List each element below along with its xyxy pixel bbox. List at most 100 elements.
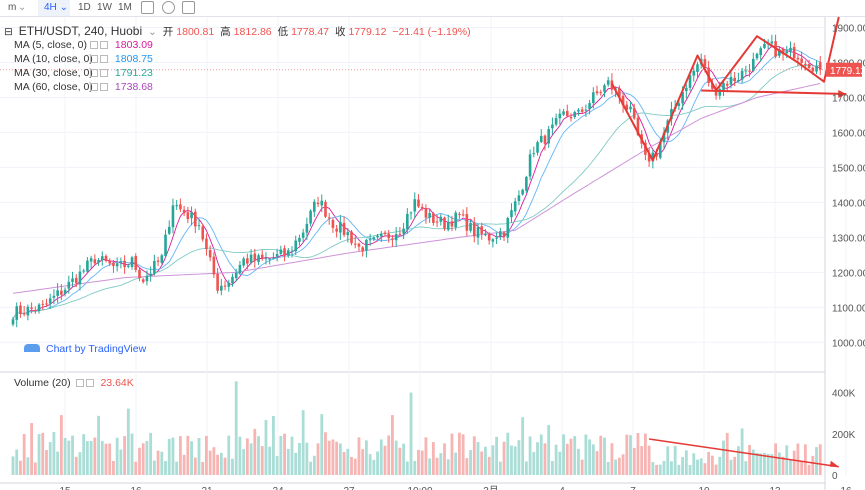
candle-body <box>554 118 558 125</box>
settings-icon[interactable] <box>182 1 195 14</box>
close-icon[interactable] <box>100 83 108 91</box>
interval-minutes-button[interactable]: m <box>8 2 17 13</box>
eye-icon[interactable] <box>90 41 98 49</box>
volume-bar <box>513 446 517 475</box>
chevron-down-icon[interactable]: ⌄ <box>18 2 27 13</box>
time-tick-label: 10 <box>698 486 710 490</box>
candle-body <box>632 108 636 119</box>
candle-body <box>327 217 331 219</box>
ma10-legend: MA (10, close, 0) 1808.75 <box>14 52 474 66</box>
candle-body <box>186 212 190 220</box>
eye-icon[interactable] <box>75 379 84 387</box>
volume-bar <box>532 452 536 475</box>
close-icon[interactable] <box>100 41 108 49</box>
candle-body <box>127 265 130 267</box>
candle-body <box>71 278 74 282</box>
volume-bar <box>714 464 718 475</box>
volume-bar <box>476 442 480 475</box>
attribution-text: Chart by TradingView <box>46 343 147 355</box>
chart-type-icon[interactable] <box>141 1 154 14</box>
volume-bar <box>164 461 167 475</box>
volume-bar <box>387 435 391 475</box>
volume-bar <box>431 442 435 475</box>
volume-bar <box>327 440 331 475</box>
volume-bar <box>636 432 640 475</box>
volume-bar <box>312 455 316 475</box>
chevron-down-icon[interactable]: ⌄ <box>148 26 157 38</box>
volume-bar <box>606 462 610 475</box>
volume-bar <box>97 415 100 475</box>
candle-body <box>305 223 309 233</box>
candle-body <box>722 82 725 91</box>
volume-bar <box>528 436 532 475</box>
candle-body <box>15 306 19 320</box>
candle-body <box>272 257 275 259</box>
volume-bar <box>119 449 123 475</box>
close-icon[interactable] <box>100 55 108 63</box>
volume-bar <box>342 452 346 475</box>
candle-body <box>770 41 774 44</box>
interval-1w-button[interactable]: 1W <box>97 2 112 13</box>
candle-body <box>525 176 528 191</box>
volume-bar <box>89 441 93 475</box>
volume-bar <box>454 452 458 475</box>
candle-body <box>368 239 372 241</box>
volume-bar <box>707 451 711 475</box>
volume-bar <box>502 441 506 475</box>
candle-body <box>539 135 543 142</box>
candle-body <box>82 270 85 272</box>
volume-bar <box>383 445 387 475</box>
indicators-icon[interactable] <box>162 1 175 14</box>
volume-bar <box>740 428 744 475</box>
volume-bar <box>722 440 725 475</box>
volume-bar <box>26 457 30 475</box>
candle-body <box>242 258 245 266</box>
ma30-label: MA (30, close, 0) <box>14 67 93 79</box>
candle-body <box>465 214 469 231</box>
candle-body <box>439 216 443 222</box>
interval-1m-button[interactable]: 1M <box>118 2 132 13</box>
volume-bar <box>264 419 268 475</box>
tradingview-attribution[interactable]: Chart by TradingView <box>24 343 146 355</box>
eye-icon[interactable] <box>90 69 98 77</box>
collapse-icon[interactable]: ⊟ <box>4 26 13 38</box>
candle-body <box>298 238 301 242</box>
toolbar: m ⌄ 4H ⌄ 1D 1W 1M <box>0 0 865 17</box>
interval-4h-button[interactable]: 4H ⌄ <box>38 0 70 16</box>
volume-bar <box>811 455 815 475</box>
close-icon[interactable] <box>85 379 94 387</box>
volume-bar <box>603 437 606 475</box>
volume-label: Volume (20) <box>14 377 71 389</box>
candle-body <box>279 249 283 254</box>
candle-body <box>502 232 506 237</box>
volume-bar <box>234 381 238 475</box>
volume-bar <box>699 458 703 475</box>
volume-bar <box>33 462 37 475</box>
candle-body <box>394 234 398 241</box>
volume-bar <box>420 450 424 475</box>
volume-bar <box>495 436 498 475</box>
volume-bar <box>394 440 398 475</box>
volume-bar <box>82 434 86 475</box>
candle-body <box>424 208 428 218</box>
candle-body <box>231 276 234 284</box>
candle-body <box>339 222 342 233</box>
volume-bar <box>472 436 476 475</box>
volume-bar <box>357 437 361 475</box>
eye-icon[interactable] <box>90 83 98 91</box>
candle-body <box>763 43 766 48</box>
candle-body <box>294 240 298 252</box>
volume-bar <box>365 440 368 475</box>
candle-body <box>800 58 803 63</box>
candle-body <box>361 247 364 252</box>
interval-1d-button[interactable]: 1D <box>78 2 91 13</box>
candle-body <box>171 205 175 228</box>
eye-icon[interactable] <box>90 55 98 63</box>
close-icon[interactable] <box>100 69 108 77</box>
volume-bar <box>651 462 655 475</box>
candle-body <box>398 233 402 235</box>
volume-bar <box>610 443 614 475</box>
volume-bar <box>93 437 97 475</box>
volume-bar <box>22 434 26 475</box>
